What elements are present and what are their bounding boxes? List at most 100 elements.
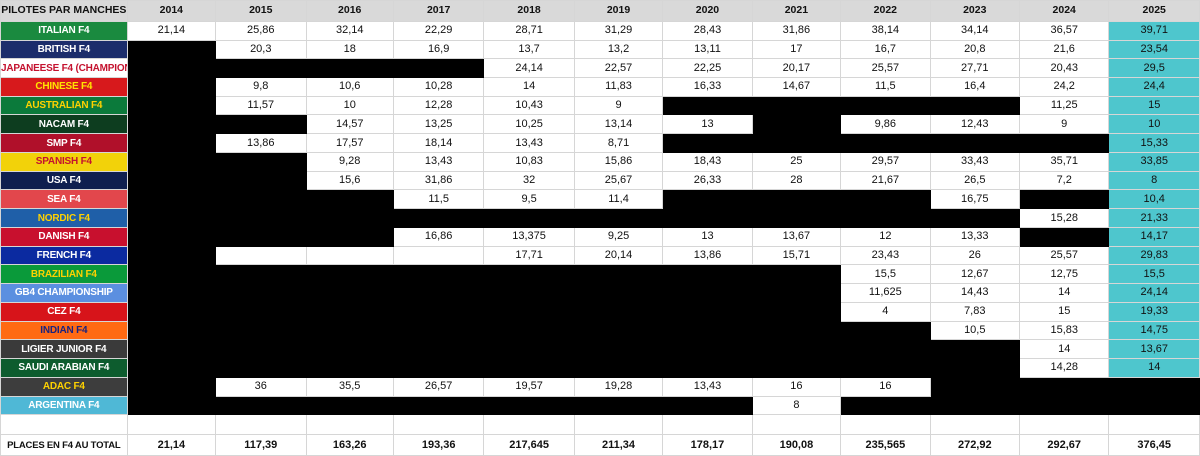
seats-cell: 39,71 [1108,20,1200,41]
no-series-cell [573,283,664,303]
seats-cell: 13,86 [662,245,753,266]
championship-label: BRAZILIAN F4 [0,264,128,285]
championship-row: ARGENTINA F4 8 [0,395,1200,416]
no-series-cell [662,95,753,116]
empty-cell [392,414,485,436]
no-series-cell [751,358,842,378]
no-series-cell [215,189,307,210]
seats-cell: 17,57 [305,133,394,153]
no-series-cell [573,395,664,416]
no-series-cell [840,189,931,210]
no-series-cell [662,395,753,416]
seats-cell: 36 [215,376,307,397]
no-series-cell [573,320,664,341]
no-series-cell [126,339,217,360]
seats-cell: 9 [573,95,664,116]
seats-cell: 18,14 [392,133,485,153]
year-header: 2015 [215,0,307,22]
seats-cell: 20,14 [573,245,664,266]
no-series-cell [573,208,664,228]
empty-cell [126,414,217,436]
seats-cell [305,245,394,266]
seats-cell [215,245,307,266]
empty-cell [573,414,664,436]
no-series-cell [483,395,575,416]
seats-cell: 34,14 [929,20,1021,41]
no-series-cell [126,376,217,397]
no-series-cell [751,189,842,210]
championship-row: ADAC F4 36 35,5 26,57 19,57 19,28 13,43 16 16 [0,376,1200,397]
no-series-cell [1108,395,1200,416]
championship-label: JAPANEESE F4 (CHAMPION CLASS) [0,58,128,79]
seats-cell: 20,3 [215,39,307,60]
seats-cell: 10 [1108,114,1200,135]
seats-cell: 10,5 [929,320,1021,341]
no-series-cell [751,320,842,341]
seats-cell: 22,57 [573,58,664,79]
championship-row: CHINESE F4 9,8 10,6 10,28 14 11,83 16,33 14,67 1… [0,77,1200,97]
year-header: 2014 [126,0,217,22]
empty-cell [840,414,931,436]
seats-cell: 25 [751,151,842,172]
championship-row: NORDIC F4 15,28 21,33 [0,208,1200,228]
no-series-cell [305,301,394,322]
no-series-cell [392,358,485,378]
seats-cell: 15,83 [1018,320,1110,341]
championship-row: SMP F4 13,86 17,57 18,14 13,43 8,71 15,33 [0,133,1200,153]
no-series-cell [215,114,307,135]
year-header: 2019 [573,0,664,22]
total-cell: 272,92 [929,434,1021,456]
seats-cell: 25,57 [1018,245,1110,266]
year-header: 2017 [392,0,485,22]
seats-cell: 16,9 [392,39,485,60]
seats-cell: 16,4 [929,77,1021,97]
championship-label: LIGIER JUNIOR F4 [0,339,128,360]
no-series-cell [751,208,842,228]
seats-cell: 9,25 [573,226,664,247]
seats-cell: 9,5 [483,189,575,210]
championship-row: SAUDI ARABIAN F4 14,28 14 [0,358,1200,378]
seats-cell: 11,5 [840,77,931,97]
seats-cell: 26,33 [662,170,753,191]
championship-row: DANISH F4 16,86 13,375 9,25 13 13,67 12 13,33 14… [0,226,1200,247]
seats-cell: 19,28 [573,376,664,397]
seats-cell: 14,43 [929,283,1021,303]
seats-cell: 23,43 [840,245,931,266]
no-series-cell [126,395,217,416]
seats-cell: 13 [662,114,753,135]
total-cell: 178,17 [662,434,753,456]
seats-cell: 31,86 [392,170,485,191]
championship-label: ARGENTINA F4 [0,395,128,416]
no-series-cell [215,301,307,322]
no-series-cell [483,320,575,341]
championship-label: BRITISH F4 [0,39,128,60]
no-series-cell [126,283,217,303]
seats-cell: 14 [1018,283,1110,303]
no-series-cell [573,358,664,378]
seats-cell: 10,4 [1108,189,1200,210]
seats-cell: 10,28 [392,77,485,97]
seats-cell: 17,71 [483,245,575,266]
no-series-cell [215,58,307,79]
no-series-cell [929,133,1021,153]
no-series-cell [305,358,394,378]
seats-cell: 16 [840,376,931,397]
seats-cell: 15,71 [751,245,842,266]
no-series-cell [126,358,217,378]
championship-label: INDIAN F4 [0,320,128,341]
seats-cell: 14,17 [1108,226,1200,247]
seats-cell: 33,43 [929,151,1021,172]
seats-cell: 20,17 [751,58,842,79]
no-series-cell [305,320,394,341]
championship-label: CEZ F4 [0,301,128,322]
championship-label: FRENCH F4 [0,245,128,266]
total-cell: 235,565 [840,434,931,456]
seats-cell: 10 [305,95,394,116]
seats-cell: 16,86 [392,226,485,247]
seats-cell: 7,83 [929,301,1021,322]
seats-cell: 12,67 [929,264,1021,285]
championship-row: JAPANEESE F4 (CHAMPION CLASS)24,1422,572… [0,58,1200,79]
championship-row: SPANISH F4 9,28 13,43 10,83 15,86 18,43 25 29,5… [0,151,1200,172]
seats-cell: 11,57 [215,95,307,116]
no-series-cell [751,95,842,116]
